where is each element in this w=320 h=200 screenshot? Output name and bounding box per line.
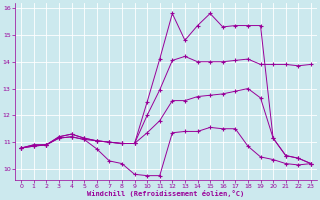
X-axis label: Windchill (Refroidissement éolien,°C): Windchill (Refroidissement éolien,°C) — [87, 190, 245, 197]
